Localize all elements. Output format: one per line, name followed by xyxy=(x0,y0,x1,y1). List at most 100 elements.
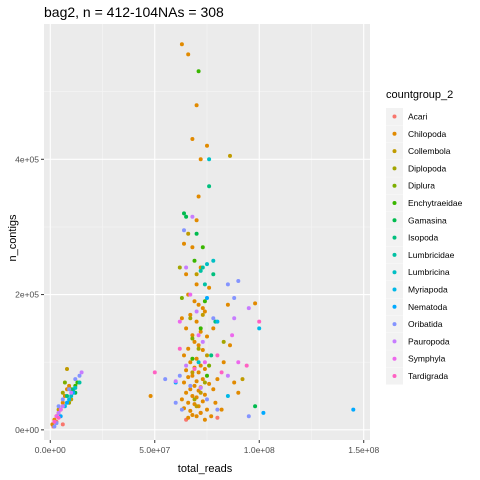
point-diplura xyxy=(207,363,212,368)
point-chilopoda xyxy=(209,414,214,419)
point-lumbricina xyxy=(73,385,78,390)
point-lumbricina xyxy=(69,394,74,398)
point-chilopoda xyxy=(194,103,199,108)
x-axis-title: total_reads xyxy=(178,463,233,475)
legend-swatch xyxy=(392,374,397,378)
point-chilopoda xyxy=(225,302,230,307)
x-tick-label: 0.0e+00 xyxy=(35,445,66,455)
point-chilopoda xyxy=(200,399,205,404)
point-acari xyxy=(60,422,65,427)
point-chilopoda xyxy=(253,301,258,306)
point-pauropoda xyxy=(200,339,205,344)
point-chilopoda xyxy=(190,413,195,417)
point-chilopoda xyxy=(182,380,186,385)
y-tick-label: 2e+05 xyxy=(15,290,39,300)
point-chilopoda xyxy=(186,52,191,57)
point-chilopoda xyxy=(200,306,205,311)
point-chilopoda xyxy=(194,218,199,223)
point-enchytraeidae xyxy=(190,356,195,361)
point-pauropoda xyxy=(184,265,189,270)
point-oribatida xyxy=(225,282,230,287)
point-chilopoda xyxy=(186,346,191,351)
point-chilopoda xyxy=(198,157,203,162)
point-isopoda xyxy=(211,272,216,277)
point-myriapoda xyxy=(215,319,220,324)
point-diplopoda xyxy=(177,265,182,270)
legend-item-nematoda: Nematoda xyxy=(386,298,447,316)
point-chilopoda xyxy=(60,400,65,405)
point-isopoda xyxy=(65,394,69,398)
point-collembola xyxy=(190,370,195,375)
point-chilopoda xyxy=(205,407,209,412)
legend-swatch xyxy=(392,235,397,240)
point-diplopoda xyxy=(192,397,197,402)
x-axis: 0.0e+00 5.0e+07 1.0e+08 1.5e+08 xyxy=(35,440,379,455)
point-tardigrada xyxy=(257,319,262,324)
point-chilopoda xyxy=(200,348,205,352)
point-lumbricina xyxy=(205,262,209,267)
point-chilopoda xyxy=(228,343,232,348)
point-gamasina xyxy=(253,404,258,409)
major-gridlines xyxy=(44,24,370,440)
point-pauropoda xyxy=(184,363,189,368)
point-diplopoda xyxy=(196,346,201,351)
point-chilopoda xyxy=(188,312,193,317)
point-collembola xyxy=(228,153,232,158)
point-gamasina xyxy=(184,214,189,219)
point-tardigrada xyxy=(244,363,249,368)
point-chilopoda xyxy=(221,360,226,365)
point-diplura xyxy=(62,380,67,385)
point-chilopoda xyxy=(194,379,199,384)
legend-label: Nematoda xyxy=(408,302,447,312)
legend-item-gamasina: Gamasina xyxy=(386,211,447,229)
point-lumbricidae xyxy=(200,265,205,270)
legend-item-lumbricina: Lumbricina xyxy=(386,263,450,281)
point-chilopoda xyxy=(148,394,153,398)
point-acari xyxy=(215,415,220,420)
point-enchytraeidae xyxy=(198,326,203,331)
point-chilopoda xyxy=(190,373,195,378)
point-nematoda xyxy=(65,400,69,405)
legend: countgroup_2 Acari Chilopoda Collembola Dip… xyxy=(386,89,463,385)
point-chilopoda xyxy=(198,410,203,415)
point-chilopoda xyxy=(202,392,207,397)
point-chilopoda xyxy=(190,245,195,250)
point-diplura xyxy=(179,296,184,300)
legend-item-acari: Acari xyxy=(386,108,427,125)
point-pauropoda xyxy=(232,316,237,321)
point-chilopoda xyxy=(196,302,201,307)
legend-label: Gamasina xyxy=(408,215,447,225)
point-oribatida xyxy=(173,400,178,405)
point-chilopoda xyxy=(198,329,203,334)
point-pauropoda xyxy=(173,379,178,384)
point-oribatida xyxy=(188,383,193,388)
point-chilopoda xyxy=(202,367,207,371)
point-symphyla xyxy=(196,333,201,338)
point-chilopoda xyxy=(232,380,237,385)
legend-item-myriapoda: Myriapoda xyxy=(386,281,448,298)
point-isopoda xyxy=(207,184,212,189)
legend-item-oribatida: Oribatida xyxy=(386,315,443,333)
point-chilopoda xyxy=(213,400,218,405)
legend-swatch xyxy=(392,149,397,154)
legend-item-diplura: Diplura xyxy=(386,177,435,195)
point-pauropoda xyxy=(194,309,199,314)
point-chilopoda xyxy=(184,326,189,331)
point-lumbricina xyxy=(196,360,201,365)
point-chilopoda xyxy=(236,390,241,395)
legend-label: Myriapoda xyxy=(408,285,448,295)
point-tardigrada xyxy=(52,419,57,424)
legend-item-lumbricidae: Lumbricidae xyxy=(386,246,455,264)
point-oribatida xyxy=(177,373,182,378)
legend-item-tardigrada: Tardigrada xyxy=(386,367,448,385)
point-collembola xyxy=(205,353,209,358)
point-chilopoda xyxy=(186,400,191,405)
minor-gridlines xyxy=(44,24,370,440)
point-myriapoda xyxy=(225,394,230,398)
point-oribatida xyxy=(60,397,65,402)
point-collembola xyxy=(194,404,199,409)
legend-item-symphyla: Symphyla xyxy=(386,350,446,368)
legend-label: Collembola xyxy=(408,146,451,156)
point-collembola xyxy=(65,367,69,371)
point-oribatida xyxy=(56,404,61,409)
